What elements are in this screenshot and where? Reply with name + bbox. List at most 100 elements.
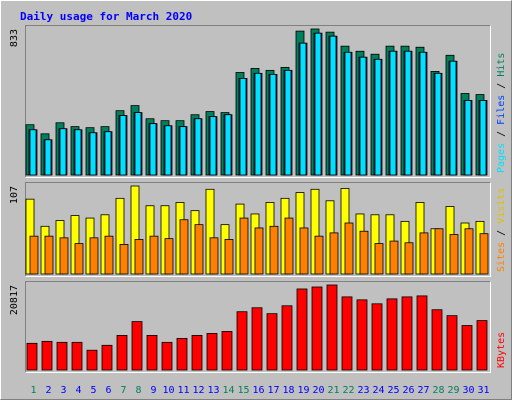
bar (239, 217, 249, 275)
x-tick-label: 2 (45, 385, 51, 396)
bar (284, 69, 292, 176)
bar (404, 242, 414, 275)
x-tick-label: 5 (90, 385, 96, 396)
bar (146, 335, 158, 371)
bar (266, 313, 278, 371)
bar (389, 240, 399, 275)
bar (149, 123, 157, 176)
bar (449, 234, 459, 275)
x-tick-label: 9 (150, 385, 156, 396)
bar (419, 51, 427, 176)
x-tick-label: 28 (432, 385, 444, 396)
bar (374, 58, 382, 176)
bar (329, 232, 339, 275)
x-tick-label: 6 (105, 385, 111, 396)
bar (149, 235, 159, 275)
bar (299, 42, 307, 176)
legend-separator: / (496, 77, 507, 95)
x-tick-label: 20 (312, 385, 324, 396)
x-tick-label: 11 (177, 385, 189, 396)
chart-title: Daily usage for March 2020 (20, 10, 192, 23)
bar (86, 349, 98, 371)
x-tick-label: 24 (372, 385, 384, 396)
bar (299, 227, 309, 275)
bar (404, 50, 412, 176)
bar (434, 228, 444, 275)
bar (449, 60, 457, 176)
bar (479, 233, 489, 275)
bar (434, 72, 442, 176)
y-tick-label: 833 (9, 29, 20, 47)
bar (224, 239, 234, 275)
bar (344, 222, 354, 275)
bar (371, 303, 383, 371)
bar (176, 337, 188, 371)
bar (464, 100, 472, 176)
bar (326, 284, 338, 371)
bar (461, 325, 473, 371)
bar (431, 309, 443, 371)
legend-label: Sites (496, 242, 507, 272)
legend-label: Visits (496, 188, 507, 224)
x-tick-label: 26 (402, 385, 414, 396)
bar (74, 129, 82, 176)
legend-label: Hits (496, 53, 507, 77)
x-tick-label: 4 (75, 385, 81, 396)
bar (251, 307, 263, 371)
bar (116, 335, 128, 371)
legend-label: Files (496, 95, 507, 125)
bar (254, 227, 264, 275)
bar (29, 235, 39, 275)
bar (161, 341, 173, 371)
bar (209, 116, 217, 176)
y-tick-label: 107 (9, 186, 20, 204)
bar (164, 238, 174, 275)
bar (224, 114, 232, 176)
x-tick-label: 8 (135, 385, 141, 396)
panel-shadow (25, 25, 491, 178)
panel-shadow (25, 281, 491, 373)
x-tick-label: 21 (327, 385, 339, 396)
panel-shadow (25, 182, 491, 277)
panel-light (25, 182, 491, 277)
bar (89, 132, 97, 176)
bar (269, 225, 279, 275)
bar (386, 298, 398, 371)
bar (59, 237, 69, 275)
x-tick-label: 14 (222, 385, 234, 396)
bar (401, 296, 413, 371)
bar (29, 129, 37, 176)
bar (44, 139, 52, 176)
bar (194, 224, 204, 275)
bar (221, 331, 233, 371)
x-tick-label: 1 (30, 385, 36, 396)
x-tick-label: 30 (462, 385, 474, 396)
bar (104, 131, 112, 176)
x-tick-label: 29 (447, 385, 459, 396)
bar (74, 243, 84, 275)
bar (359, 230, 369, 275)
x-tick-label: 22 (342, 385, 354, 396)
bar (416, 295, 428, 371)
x-tick-label: 15 (237, 385, 249, 396)
legend: Sites / Visits (496, 188, 507, 272)
legend: KBytes (496, 332, 507, 368)
bar (239, 78, 247, 176)
bar (104, 235, 114, 275)
x-tick-label: 16 (252, 385, 264, 396)
bar (359, 56, 367, 176)
x-tick-label: 19 (297, 385, 309, 396)
bar (419, 232, 429, 275)
x-tick-label: 25 (387, 385, 399, 396)
bar (284, 217, 294, 275)
bar (191, 335, 203, 371)
bar (329, 35, 337, 176)
bar (236, 311, 248, 371)
bar (314, 235, 324, 275)
bar (476, 320, 488, 371)
bar (356, 299, 368, 371)
bar (119, 115, 127, 176)
bar (464, 228, 474, 275)
